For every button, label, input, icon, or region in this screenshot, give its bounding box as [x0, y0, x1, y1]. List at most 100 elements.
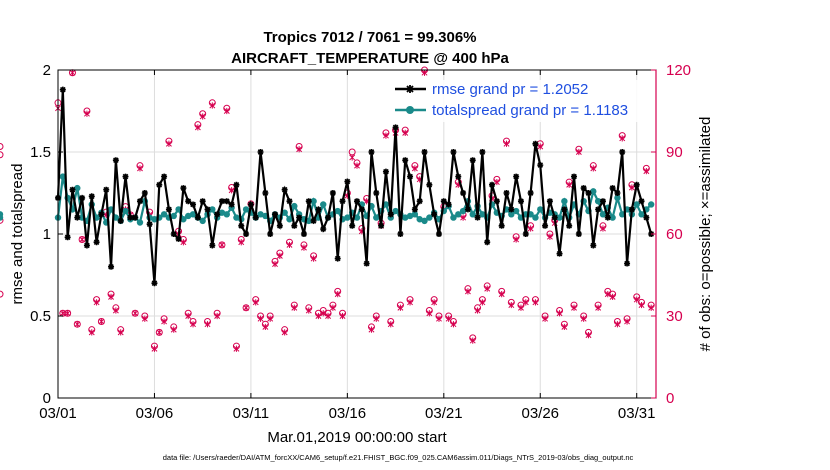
obs-assimilated-marker: [387, 321, 394, 328]
legend-background: [392, 80, 650, 122]
obs-assimilated-marker: [624, 318, 631, 325]
obs-assimilated-marker: [79, 236, 86, 243]
obs-possible-marker: [0, 151, 4, 159]
obs-assimilated-marker: [571, 304, 577, 311]
obs-assimilated-marker: [604, 291, 611, 298]
obs-assimilated-marker: [151, 345, 158, 352]
rmse-point: [108, 263, 115, 270]
spread-point: [556, 214, 563, 221]
obs-assimilated-marker: [532, 299, 539, 306]
legend-label-spread: totalspread grand pr = 1.1183: [432, 102, 628, 119]
obs-assimilated-marker: [542, 315, 549, 322]
rmse-point: [209, 242, 216, 249]
obs-assimilated-marker: [228, 187, 235, 194]
obs-assimilated-marker: [83, 110, 90, 117]
obs-assimilated-marker: [262, 323, 269, 331]
y-left-tick-label: 1.5: [30, 144, 51, 161]
rmse-point: [170, 231, 177, 237]
obs-assimilated-marker: [580, 315, 587, 322]
rmse-point: [296, 214, 303, 221]
y-right-tick-label: 30: [666, 308, 683, 325]
obs-assimilated-marker: [219, 241, 225, 249]
rmse-point: [421, 149, 428, 155]
obs-assimilated-marker: [243, 304, 250, 311]
rmse-point: [387, 211, 394, 218]
obs-assimilated-marker: [233, 345, 240, 352]
obs-assimilated-marker: [537, 143, 544, 150]
obs-assimilated-marker: [460, 214, 467, 221]
obs-assimilated-marker: [117, 329, 124, 336]
obs-assimilated-marker: [141, 315, 148, 322]
obs-assimilated-marker: [648, 304, 655, 311]
axis-ticks: 03/01 03/06 03/11 03/16 03/21 03/26 03/31 0 0.5 1…: [30, 62, 691, 422]
rmse-point: [161, 173, 168, 180]
rmse-point: [238, 222, 245, 229]
rmse-line: [56, 89, 653, 284]
rmse-point: [291, 222, 298, 229]
spread-point: [469, 211, 476, 218]
spread-point: [590, 188, 597, 195]
y-left-tick-label: 2: [43, 62, 51, 79]
spread-point: [614, 194, 621, 202]
spread-point: [353, 214, 361, 221]
rmse-point: [339, 198, 346, 205]
obs-assimilated-marker: [64, 310, 71, 317]
spread-point: [233, 214, 240, 221]
rmse-point: [580, 185, 587, 192]
rmse-point: [546, 198, 553, 205]
spread-point: [479, 211, 486, 218]
x-tick-label: 03/06: [136, 405, 174, 422]
obs-assimilated-marker: [170, 326, 177, 333]
spread-point: [122, 207, 129, 215]
obs-assimilated-marker: [368, 326, 375, 333]
rmse-point: [228, 201, 235, 208]
y-right-tick-label: 90: [666, 144, 683, 161]
obs-assimilated-marker: [300, 244, 307, 251]
spread-point: [151, 216, 158, 223]
rmse-point: [619, 149, 626, 155]
obs-assimilated-marker: [402, 129, 409, 136]
obs-assimilated-marker: [566, 181, 573, 188]
rmse-point: [397, 231, 404, 237]
obs-possible-marker: [0, 143, 4, 151]
rmse-point: [344, 178, 351, 185]
rmse-point: [426, 181, 433, 188]
rmse-point: [435, 231, 442, 237]
obs-assimilated-marker: [209, 102, 216, 109]
rmse-point: [180, 185, 187, 192]
obs-assimilated-marker: [286, 241, 293, 249]
x-tick-label: 03/26: [521, 405, 559, 422]
obs-possible-marker: [0, 216, 4, 224]
rmse-point: [122, 173, 129, 180]
rmse-point: [117, 217, 124, 224]
spread-point: [406, 212, 414, 220]
spread-point: [209, 206, 216, 213]
rmse-point: [469, 157, 476, 164]
rmse-point: [185, 198, 192, 205]
obs-assimilated-marker: [194, 124, 201, 131]
obs-assimilated-marker: [484, 285, 491, 292]
rmse-point: [474, 214, 481, 221]
obs-assimilated-marker: [112, 307, 119, 314]
spread-point: [344, 214, 351, 221]
rmse-point: [604, 214, 611, 221]
rmse-point: [329, 190, 336, 196]
rmse-point: [358, 206, 365, 213]
obs-assimilated-marker: [310, 255, 317, 262]
rmse-point: [532, 140, 539, 147]
obs-assimilated-marker: [575, 148, 582, 156]
chart-title-line-1: Tropics 7012 / 7061 = 99.306%: [263, 29, 476, 46]
rmse-point: [132, 214, 139, 221]
rmse-point: [112, 157, 119, 164]
rmse-point: [445, 201, 452, 208]
rmse-point: [175, 235, 182, 242]
rmse-point: [551, 214, 558, 221]
rmse-point: [638, 198, 645, 205]
rmse-point: [633, 181, 640, 188]
rmse-point: [69, 186, 76, 193]
rmse-point: [378, 222, 385, 229]
rmse-point: [276, 222, 283, 229]
obs-assimilated-marker: [276, 252, 283, 259]
obs-assimilated-marker: [165, 140, 172, 147]
rmse-point: [305, 198, 312, 205]
